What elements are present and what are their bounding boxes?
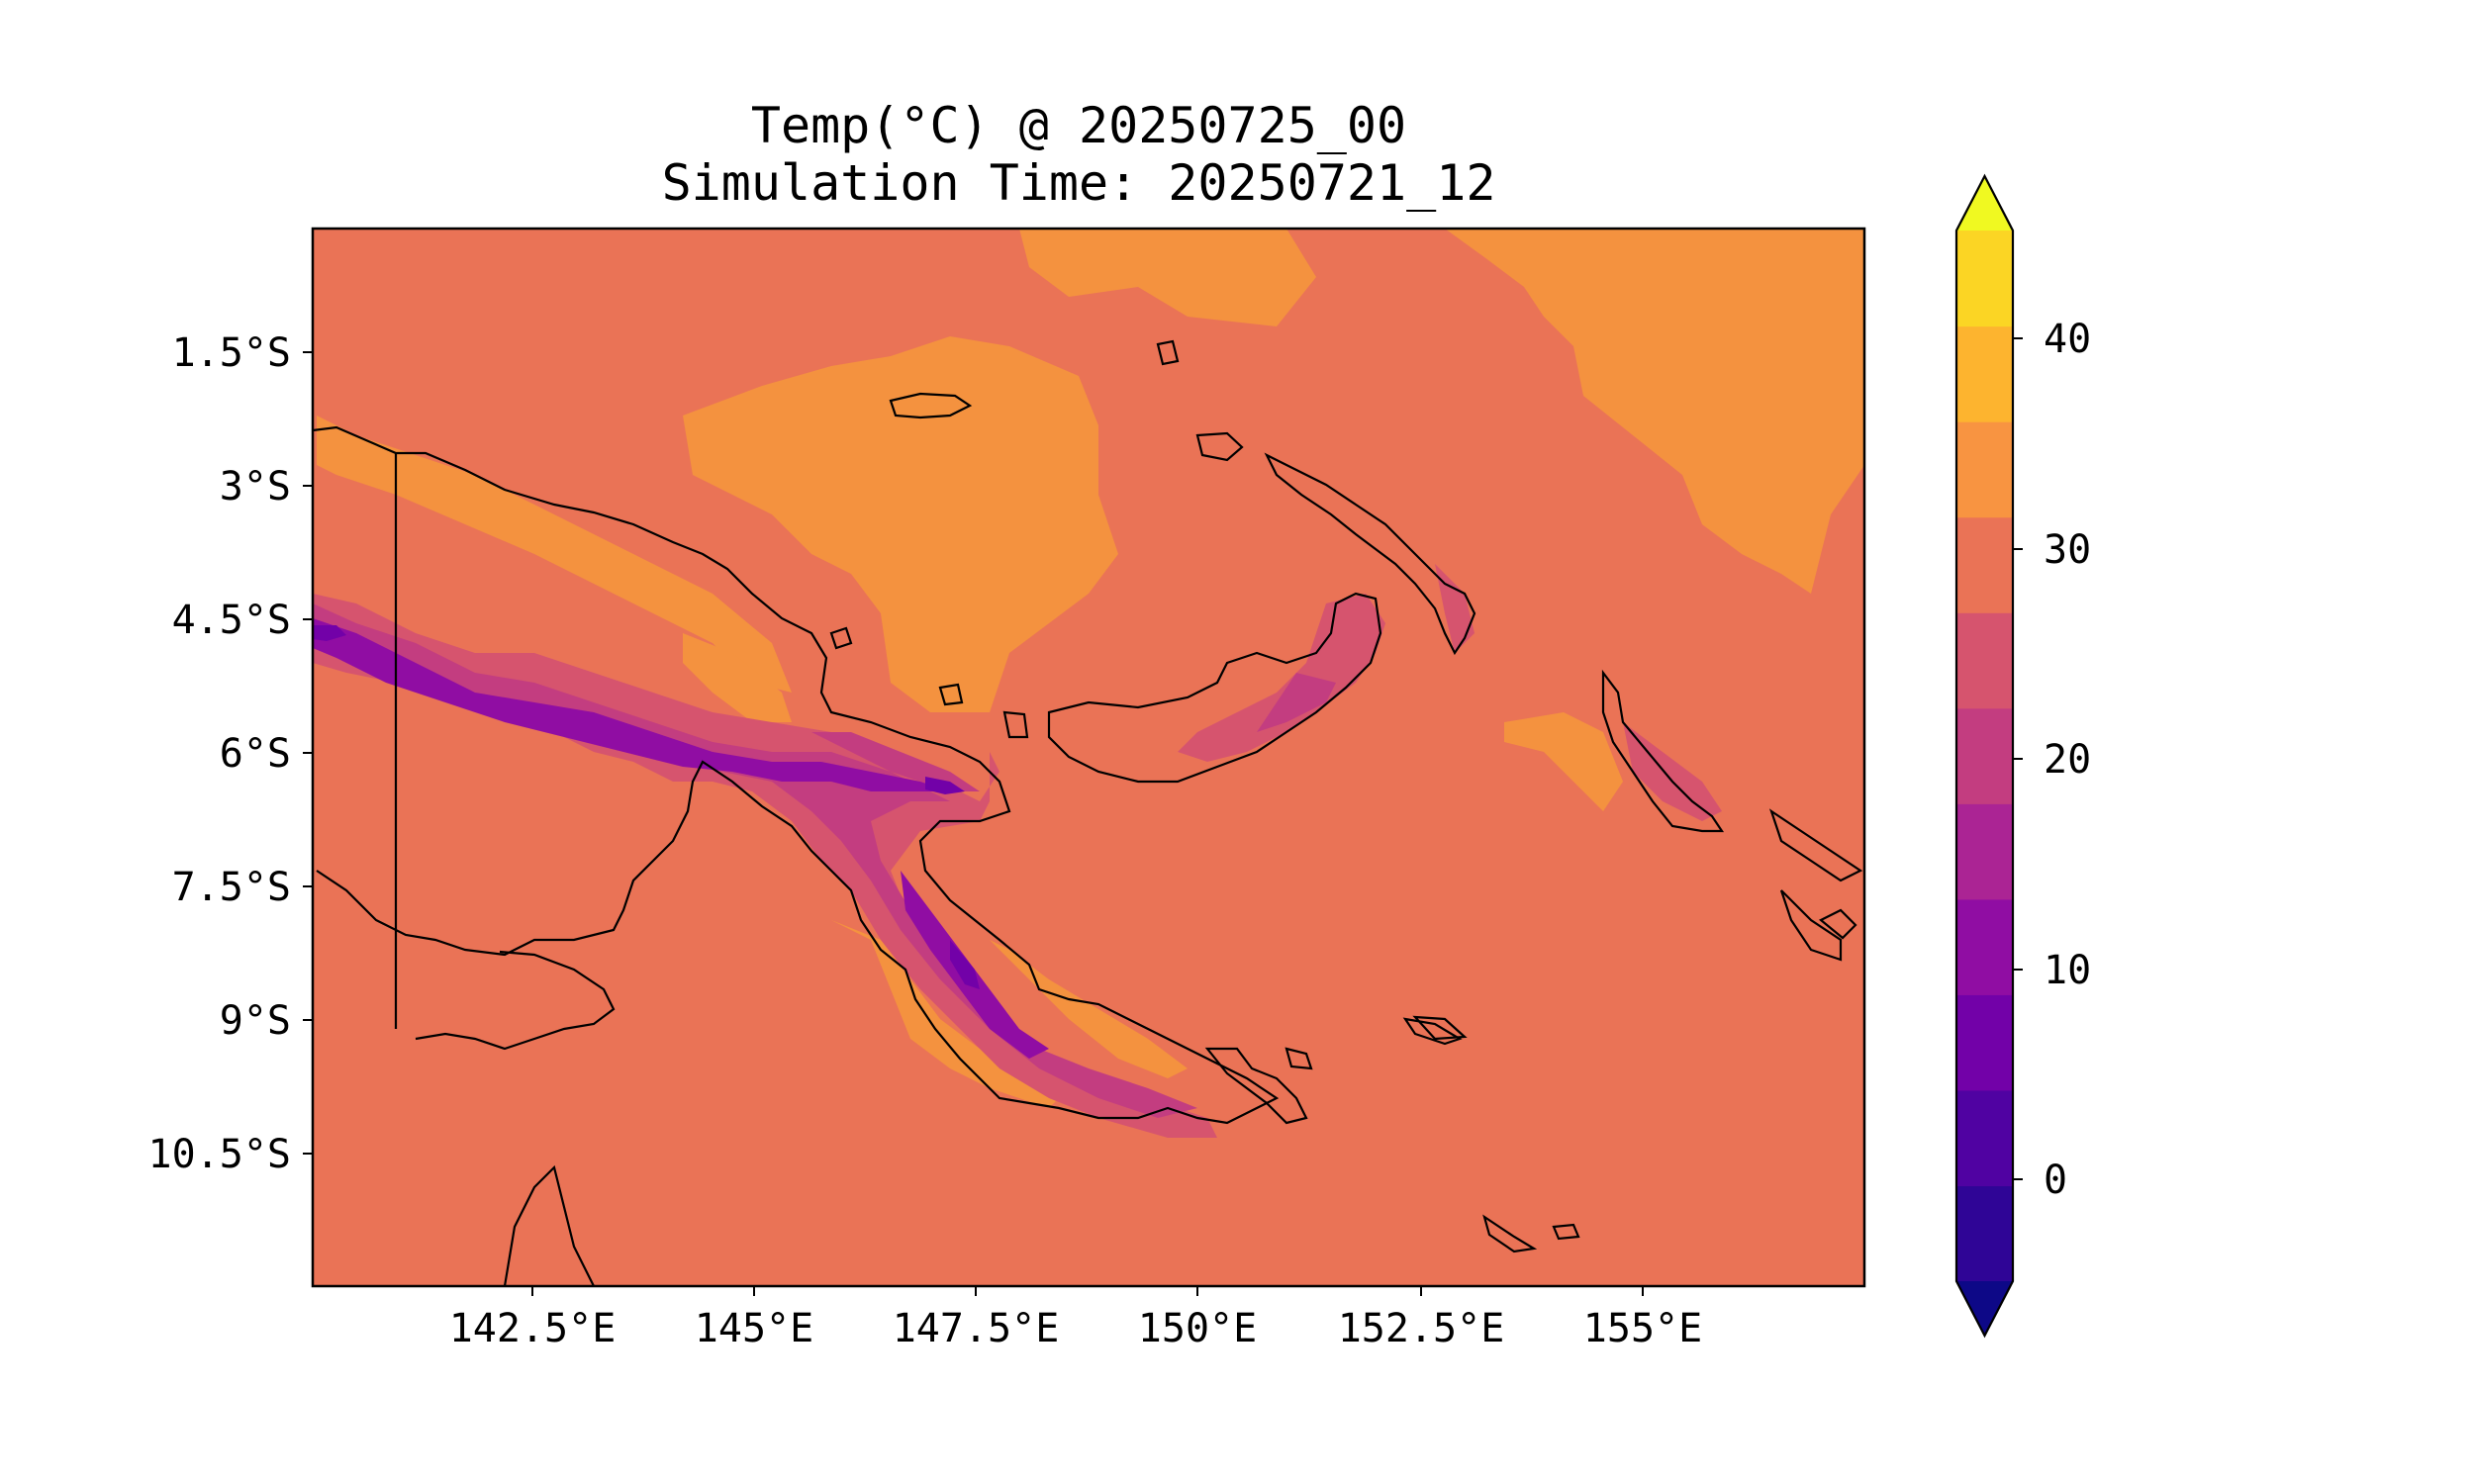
colorbar-segment bbox=[1956, 516, 2013, 613]
coastline-rossel bbox=[1552, 1223, 1580, 1241]
y-tick-label: 1.5°S bbox=[172, 330, 291, 376]
x-tick-label: 152.5°E bbox=[1338, 1306, 1505, 1351]
warm-region-bismarck-sea bbox=[683, 336, 1118, 712]
coastline-dentrecasteaux bbox=[1204, 1047, 1308, 1125]
band-5-10-peak-west bbox=[313, 625, 346, 641]
map-title-line1: Temp(°C) @ 20250725_00 bbox=[750, 97, 1407, 154]
coastlines bbox=[313, 339, 1863, 1286]
colorbar-segment bbox=[1956, 325, 2013, 422]
temperature-field bbox=[313, 229, 1864, 1138]
coastline-new-guinea-north bbox=[313, 425, 1280, 1125]
band-5-10-peak-ridge bbox=[950, 940, 980, 989]
colorbar-outline bbox=[1954, 173, 2015, 1339]
colorbar-segment bbox=[1956, 421, 2013, 518]
coastline-choiseul bbox=[1779, 889, 1843, 962]
band-20-25-newireland bbox=[1435, 564, 1475, 653]
warm-region-northeast bbox=[1445, 229, 1864, 594]
y-tick-label: 4.5°S bbox=[172, 598, 291, 643]
coastline-bismarck-islet-a bbox=[1195, 431, 1244, 462]
colorbar-segment bbox=[1956, 994, 2013, 1091]
map-frame bbox=[311, 227, 1866, 1288]
y-tick-label: 6°S bbox=[220, 731, 291, 777]
warm-region-highlands-edge bbox=[683, 633, 792, 722]
coastline-trobriand bbox=[1412, 1015, 1468, 1041]
y-tick-label: 7.5°S bbox=[172, 865, 291, 910]
x-tick-label: 147.5°E bbox=[893, 1306, 1060, 1351]
coastline-bougainville bbox=[1601, 669, 1725, 833]
coastline-louisiade bbox=[1402, 1017, 1463, 1046]
colorbar-extend-min bbox=[1956, 1281, 2013, 1336]
coastline-new-ireland bbox=[1264, 452, 1476, 656]
colorbar-segment bbox=[1956, 898, 2013, 995]
colorbar-segment bbox=[1956, 803, 2013, 900]
colorbar-segment bbox=[1956, 231, 2013, 327]
colorbar-tick-label: 30 bbox=[2044, 527, 2091, 573]
x-tick-label: 142.5°E bbox=[449, 1306, 617, 1351]
colorbar-extend-max bbox=[1956, 176, 2013, 231]
band-15-20 bbox=[313, 603, 1197, 1118]
coastline-solomons bbox=[1768, 808, 1863, 882]
warm-region-coast-north bbox=[317, 416, 792, 693]
colorbar-segment bbox=[1956, 1089, 2013, 1187]
colorbar-ticks bbox=[2013, 337, 2023, 1180]
coastline-bismarck-islet-b bbox=[1156, 339, 1180, 366]
colorbar-tick-label: 20 bbox=[2044, 737, 2091, 783]
coastline-south-gulf bbox=[415, 950, 616, 1051]
coastline-manus bbox=[889, 392, 973, 419]
x-tick-label: 155°E bbox=[1583, 1306, 1702, 1351]
colorbar-tick-label: 0 bbox=[2044, 1158, 2067, 1203]
coastline-woodlark bbox=[1482, 1214, 1538, 1253]
coastline-cape-york bbox=[503, 1164, 595, 1286]
colorbar-segment bbox=[1956, 707, 2013, 804]
coastline-santa-isabel bbox=[1818, 908, 1857, 940]
x-tick-label: 145°E bbox=[695, 1306, 813, 1351]
warm-region-bougainville bbox=[1504, 712, 1623, 811]
warm-regions bbox=[317, 229, 1864, 1108]
coastline-fergusson bbox=[1285, 1047, 1313, 1070]
coastline-umboi bbox=[1002, 710, 1029, 739]
x-tick-label: 150°E bbox=[1138, 1306, 1257, 1351]
colorbar-tick-label: 40 bbox=[2044, 317, 2091, 362]
y-tick-label: 10.5°S bbox=[148, 1132, 292, 1177]
band-5-10-peak-east bbox=[925, 777, 965, 794]
coastline-long-island bbox=[938, 683, 964, 706]
y-tick-label: 3°S bbox=[220, 464, 291, 510]
band-15-20-newbritain bbox=[1257, 673, 1336, 732]
colorbar-segment bbox=[1956, 612, 2013, 709]
warm-region-north-pacific bbox=[1019, 229, 1316, 326]
x-axis-ticks bbox=[531, 1286, 1644, 1296]
band-20-25-bougainville bbox=[1623, 722, 1722, 821]
y-axis-ticks bbox=[303, 351, 313, 1155]
colorbar-segment bbox=[1956, 1185, 2013, 1282]
band-20-25-newbritain bbox=[1178, 594, 1385, 762]
coastline-new-britain bbox=[1047, 592, 1382, 784]
colorbar bbox=[1954, 173, 2015, 1339]
y-tick-label: 9°S bbox=[220, 998, 291, 1044]
warm-region-southeast bbox=[990, 940, 1188, 1078]
coastline-karkar bbox=[829, 626, 853, 650]
map-title-line2: Simulation Time: 20250721_12 bbox=[661, 154, 1496, 212]
colorbar-tick-label: 10 bbox=[2044, 948, 2091, 993]
band-10-15-ridge bbox=[901, 871, 1049, 1059]
